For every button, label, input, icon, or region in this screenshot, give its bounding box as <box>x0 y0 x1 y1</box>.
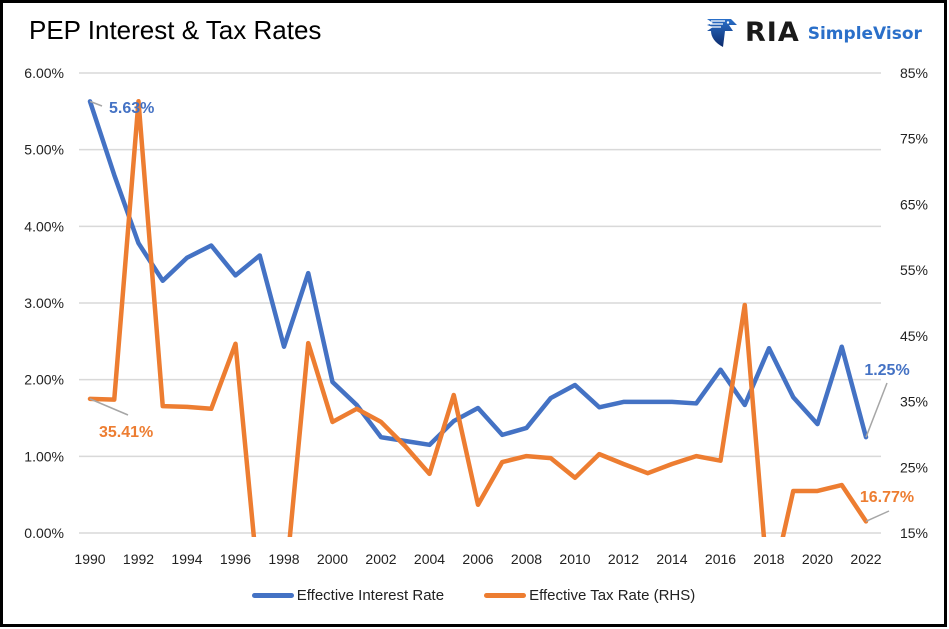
y-left-tick-label: 0.00% <box>24 525 64 541</box>
x-tick-label: 1990 <box>74 551 105 567</box>
x-tick-label: 2000 <box>317 551 348 567</box>
chart-legend: Effective Interest Rate Effective Tax Ra… <box>3 587 944 604</box>
legend-swatch-tax <box>484 593 527 598</box>
y-left-tick-label: 3.00% <box>24 295 64 311</box>
y-left-tick-label: 2.00% <box>24 372 64 388</box>
logo-product: SimpleVisor <box>807 24 922 44</box>
x-tick-label: 2022 <box>850 551 881 567</box>
series-line-tax <box>87 99 869 537</box>
x-tick-label: 1992 <box>123 551 154 567</box>
line-chart: 0.00% 1.00% 2.00% 3.00% 4.00% 5.00% 6.00% 15% 2… <box>24 65 928 567</box>
eagle-shield-icon <box>707 19 737 47</box>
y-right-tick-label: 75% <box>900 131 928 147</box>
data-label: 1.25% <box>864 362 909 379</box>
annotation-leader <box>865 382 888 438</box>
legend-item-interest: Effective Interest Rate <box>251 587 445 604</box>
y-left-tick-label: 5.00% <box>24 142 64 158</box>
legend-label-interest: Effective Interest Rate <box>296 587 445 604</box>
legend-label-tax: Effective Tax Rate (RHS) <box>529 587 696 604</box>
y-right-tick-label: 35% <box>900 394 928 410</box>
x-tick-label: 2012 <box>608 551 639 567</box>
annotation-leader <box>89 100 103 107</box>
data-label: 35.41% <box>99 424 153 441</box>
y-right-tick-label: 55% <box>900 262 928 278</box>
y-right-tick-label: 25% <box>900 459 928 475</box>
x-tick-label: 2016 <box>705 551 736 567</box>
y-right-tick-label: 65% <box>900 196 928 212</box>
chart-title: PEP Interest & Tax Rates <box>29 15 322 45</box>
x-tick-label: 2008 <box>511 551 542 567</box>
legend-item-tax: Effective Tax Rate (RHS) <box>484 587 695 604</box>
x-tick-label: 1998 <box>268 551 299 567</box>
y-left-tick-label: 1.00% <box>24 448 64 464</box>
annotation-leader <box>865 510 890 523</box>
x-tick-label: 2018 <box>753 551 784 567</box>
y-right-tick-label: 45% <box>900 328 928 344</box>
x-tick-label: 2006 <box>462 551 493 567</box>
y-left-tick-label: 4.00% <box>24 218 64 234</box>
x-tick-label: 2002 <box>365 551 396 567</box>
data-label: 16.77% <box>860 489 914 506</box>
x-tick-label: 2014 <box>656 551 687 567</box>
logo-brand: RIA <box>745 16 800 48</box>
data-label: 5.63% <box>109 100 154 117</box>
series-line-interest <box>87 99 869 448</box>
x-tick-label: 2010 <box>559 551 590 567</box>
annotation-leader <box>89 398 129 416</box>
y-left-tick-label: 6.00% <box>24 65 64 81</box>
y-right-tick-label: 85% <box>900 65 928 81</box>
x-tick-label: 2004 <box>414 551 445 567</box>
x-tick-label: 1996 <box>220 551 251 567</box>
y-right-tick-label: 15% <box>900 525 928 541</box>
ria-simplevisor-logo: RIA SimpleVisor <box>705 15 922 49</box>
legend-swatch-interest <box>251 593 294 598</box>
x-tick-label: 2020 <box>802 551 833 567</box>
x-tick-label: 1994 <box>171 551 202 567</box>
